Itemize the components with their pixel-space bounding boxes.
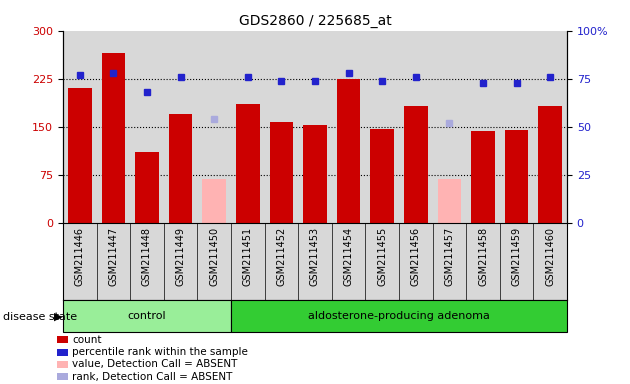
Text: GSM211447: GSM211447 (108, 227, 118, 286)
Text: GSM211455: GSM211455 (377, 227, 387, 286)
Text: control: control (128, 311, 166, 321)
Text: rank, Detection Call = ABSENT: rank, Detection Call = ABSENT (72, 372, 233, 382)
Text: count: count (72, 335, 102, 345)
Text: GSM211451: GSM211451 (243, 227, 253, 286)
Text: GSM211458: GSM211458 (478, 227, 488, 286)
Bar (270, 122, 293, 223)
Bar (337, 79, 360, 223)
Text: GSM211448: GSM211448 (142, 227, 152, 286)
Bar (404, 106, 428, 223)
Text: percentile rank within the sample: percentile rank within the sample (72, 347, 248, 357)
Text: GSM211454: GSM211454 (343, 227, 353, 286)
Bar (63, 300, 231, 332)
Bar (236, 104, 260, 223)
Text: aldosterone-producing adenoma: aldosterone-producing adenoma (308, 311, 490, 321)
Text: GSM211452: GSM211452 (277, 227, 287, 286)
Title: GDS2860 / 225685_at: GDS2860 / 225685_at (239, 14, 391, 28)
Text: ▶: ▶ (54, 312, 62, 322)
Bar (231, 300, 567, 332)
Text: GSM211457: GSM211457 (444, 227, 454, 286)
Text: GSM211446: GSM211446 (75, 227, 85, 286)
Text: GSM211460: GSM211460 (545, 227, 555, 286)
Bar (505, 130, 529, 223)
Text: GSM211453: GSM211453 (310, 227, 320, 286)
Text: value, Detection Call = ABSENT: value, Detection Call = ABSENT (72, 359, 238, 369)
Bar (68, 88, 91, 223)
Bar (135, 152, 159, 223)
Bar (303, 126, 327, 223)
Bar (169, 114, 192, 223)
Bar (438, 179, 461, 223)
Text: GSM211449: GSM211449 (176, 227, 186, 286)
Text: disease state: disease state (3, 312, 77, 322)
Text: GSM211459: GSM211459 (512, 227, 522, 286)
Bar (101, 53, 125, 223)
Text: GSM211456: GSM211456 (411, 227, 421, 286)
Bar (370, 129, 394, 223)
Bar (471, 131, 495, 223)
Text: GSM211450: GSM211450 (209, 227, 219, 286)
Bar (202, 179, 226, 223)
Bar (539, 106, 562, 223)
